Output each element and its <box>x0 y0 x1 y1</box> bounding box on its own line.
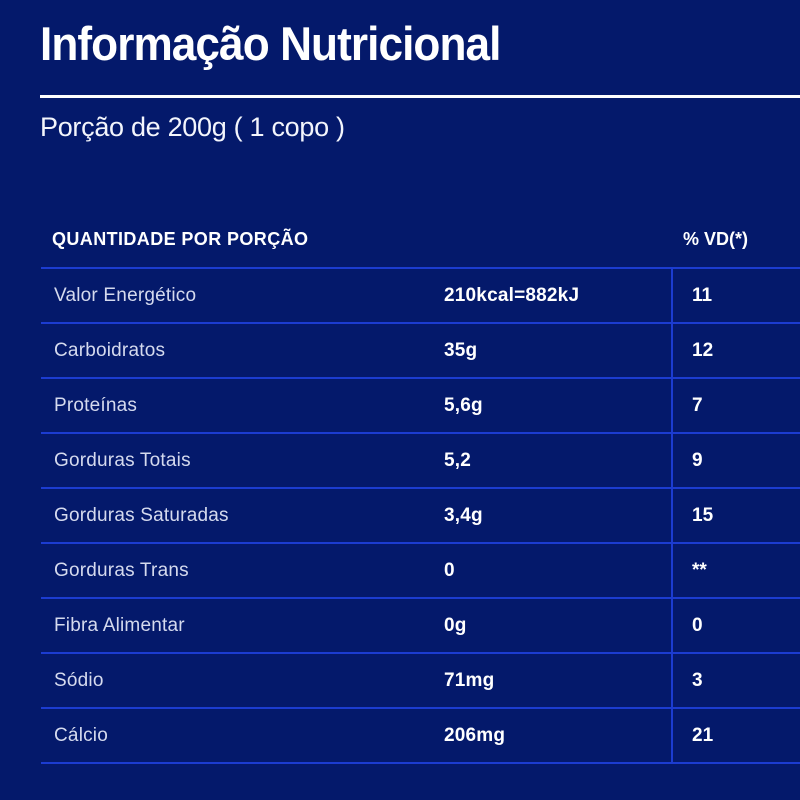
nutrient-amount: 210kcal=882kJ <box>444 284 580 306</box>
nutrient-daily-value: 21 <box>692 724 714 746</box>
table-row-fibra-alimentar: Fibra Alimentar 0g 0 <box>41 597 800 652</box>
nutrient-daily-value: 3 <box>692 669 703 691</box>
nutrient-amount: 0 <box>444 559 455 581</box>
nutrient-amount: 71mg <box>444 669 495 691</box>
nutrient-amount: 35g <box>444 339 478 361</box>
nutrient-amount: 206mg <box>444 724 506 746</box>
nutrient-daily-value: 11 <box>692 284 713 306</box>
nutrient-label: Proteínas <box>54 394 138 416</box>
table-row-calcio: Cálcio 206mg 21 <box>41 707 800 762</box>
title-divider-rule <box>40 95 800 98</box>
nutrient-daily-value: 12 <box>692 339 714 361</box>
nutrient-daily-value: 0 <box>692 614 703 636</box>
nutrient-daily-value: 9 <box>692 449 703 471</box>
nutrient-daily-value: 7 <box>692 394 703 416</box>
nutrient-daily-value: 15 <box>692 504 714 526</box>
nutrient-amount: 3,4g <box>444 504 483 526</box>
table-row-gorduras-trans: Gorduras Trans 0 ** <box>41 542 800 597</box>
nutrient-label: Gorduras Totais <box>54 449 191 471</box>
table-header-row: QUANTIDADE POR PORÇÃO % VD(*) <box>41 212 800 267</box>
table-row-sodio: Sódio 71mg 3 <box>41 652 800 707</box>
nutrient-daily-value: ** <box>692 559 707 581</box>
table-row-gorduras-totais: Gorduras Totais 5,2 9 <box>41 432 800 487</box>
page-title: Informação Nutricional <box>40 17 501 70</box>
nutrient-label: Gorduras Saturadas <box>54 504 229 526</box>
nutrient-label: Valor Energético <box>54 284 197 306</box>
table-row-gorduras-saturadas: Gorduras Saturadas 3,4g 15 <box>41 487 800 542</box>
nutrient-amount: 0g <box>444 614 467 636</box>
header-quantity: QUANTIDADE POR PORÇÃO <box>52 229 309 249</box>
serving-size-text: Porção de 200g ( 1 copo ) <box>40 112 345 142</box>
nutrient-label: Gorduras Trans <box>54 559 189 581</box>
nutrient-amount: 5,6g <box>444 394 483 416</box>
nutrient-label: Cálcio <box>54 724 108 746</box>
nutrition-table: QUANTIDADE POR PORÇÃO % VD(*) Valor Ener… <box>41 212 800 764</box>
column-divider-line <box>671 267 673 764</box>
header-daily-value: % VD(*) <box>683 229 749 249</box>
table-row-carboidratos: Carboidratos 35g 12 <box>41 322 800 377</box>
nutrient-label: Fibra Alimentar <box>54 614 185 636</box>
nutrient-label: Sódio <box>54 669 104 691</box>
nutrient-amount: 5,2 <box>444 449 472 471</box>
table-row-proteinas: Proteínas 5,6g 7 <box>41 377 800 432</box>
nutrient-label: Carboidratos <box>54 339 166 361</box>
table-row-valor-energetico: Valor Energético 210kcal=882kJ 11 <box>41 267 800 322</box>
